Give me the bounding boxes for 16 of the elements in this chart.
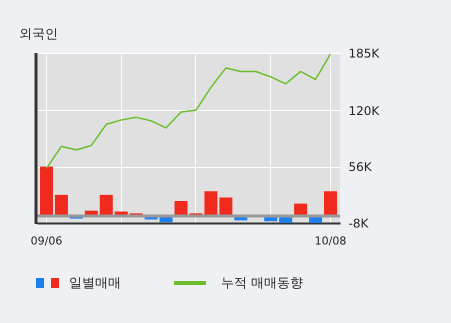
line-series — [46, 53, 332, 170]
x-tick-label: 10/08 — [314, 234, 346, 248]
bar — [324, 191, 338, 216]
bar — [54, 194, 68, 216]
legend-label: 누적 매매동향 — [221, 276, 304, 291]
chart-title: 외국인 — [19, 27, 58, 42]
y-tick-label: -8K — [348, 216, 370, 230]
y-tick-label: 56K — [348, 160, 373, 174]
y-tick-label: 120K — [348, 104, 380, 118]
bar — [174, 200, 188, 216]
bar — [219, 197, 232, 216]
legend-label: 일별매매 — [69, 276, 121, 291]
y-tick-label: 185K — [348, 46, 380, 60]
bar — [40, 166, 53, 216]
x-tick-label: 09/06 — [30, 234, 62, 248]
bar — [204, 191, 218, 216]
